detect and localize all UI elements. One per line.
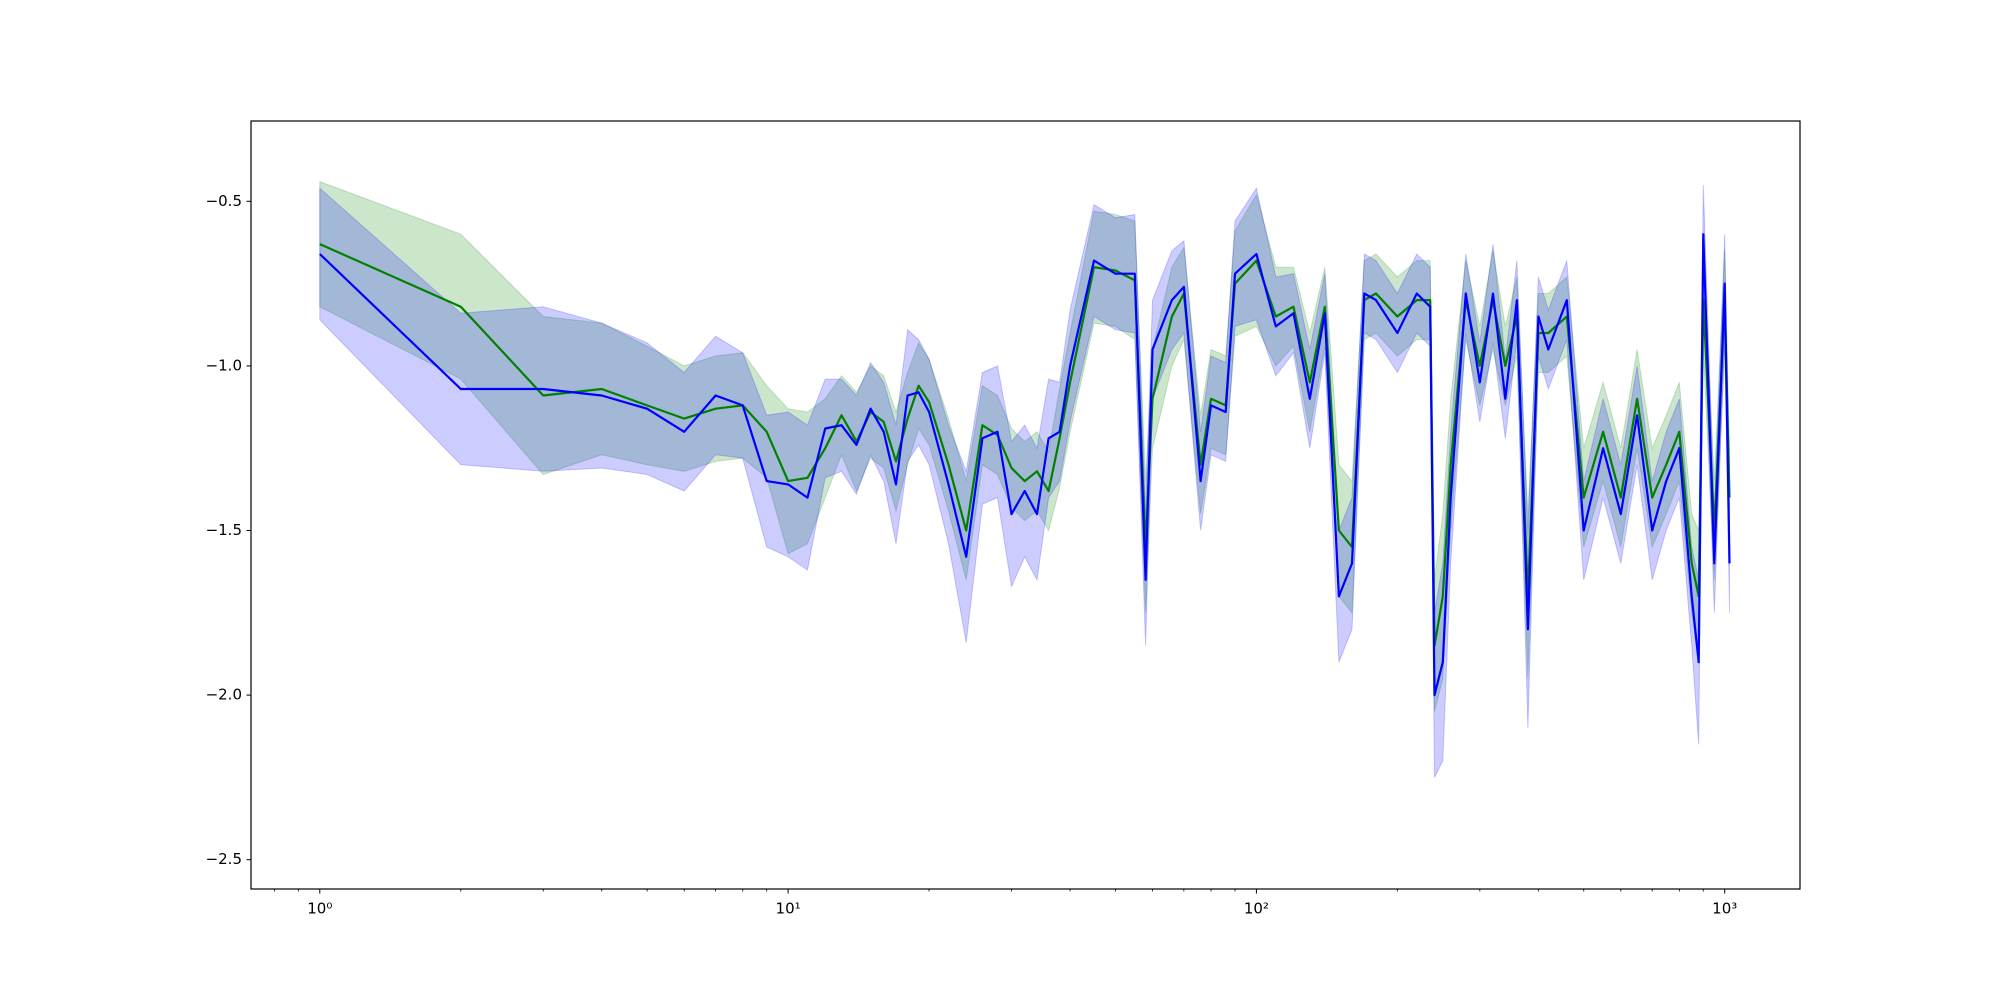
axes-frame [250,120,1801,890]
y-tick-label: −1.5 [206,521,242,539]
y-tick-label: −1.0 [206,356,242,374]
y-tick-label: −0.5 [206,192,242,210]
y-tick-label: −2.0 [206,686,242,704]
x-tick-label: 10² [1244,900,1269,918]
y-tick-label: −2.5 [206,850,242,868]
x-tick-label: 10³ [1712,900,1737,918]
line [319,233,1731,697]
x-tick-label: 10¹ [776,900,801,918]
plot-area [319,180,1731,778]
x-tick-label: 10⁰ [307,900,332,918]
